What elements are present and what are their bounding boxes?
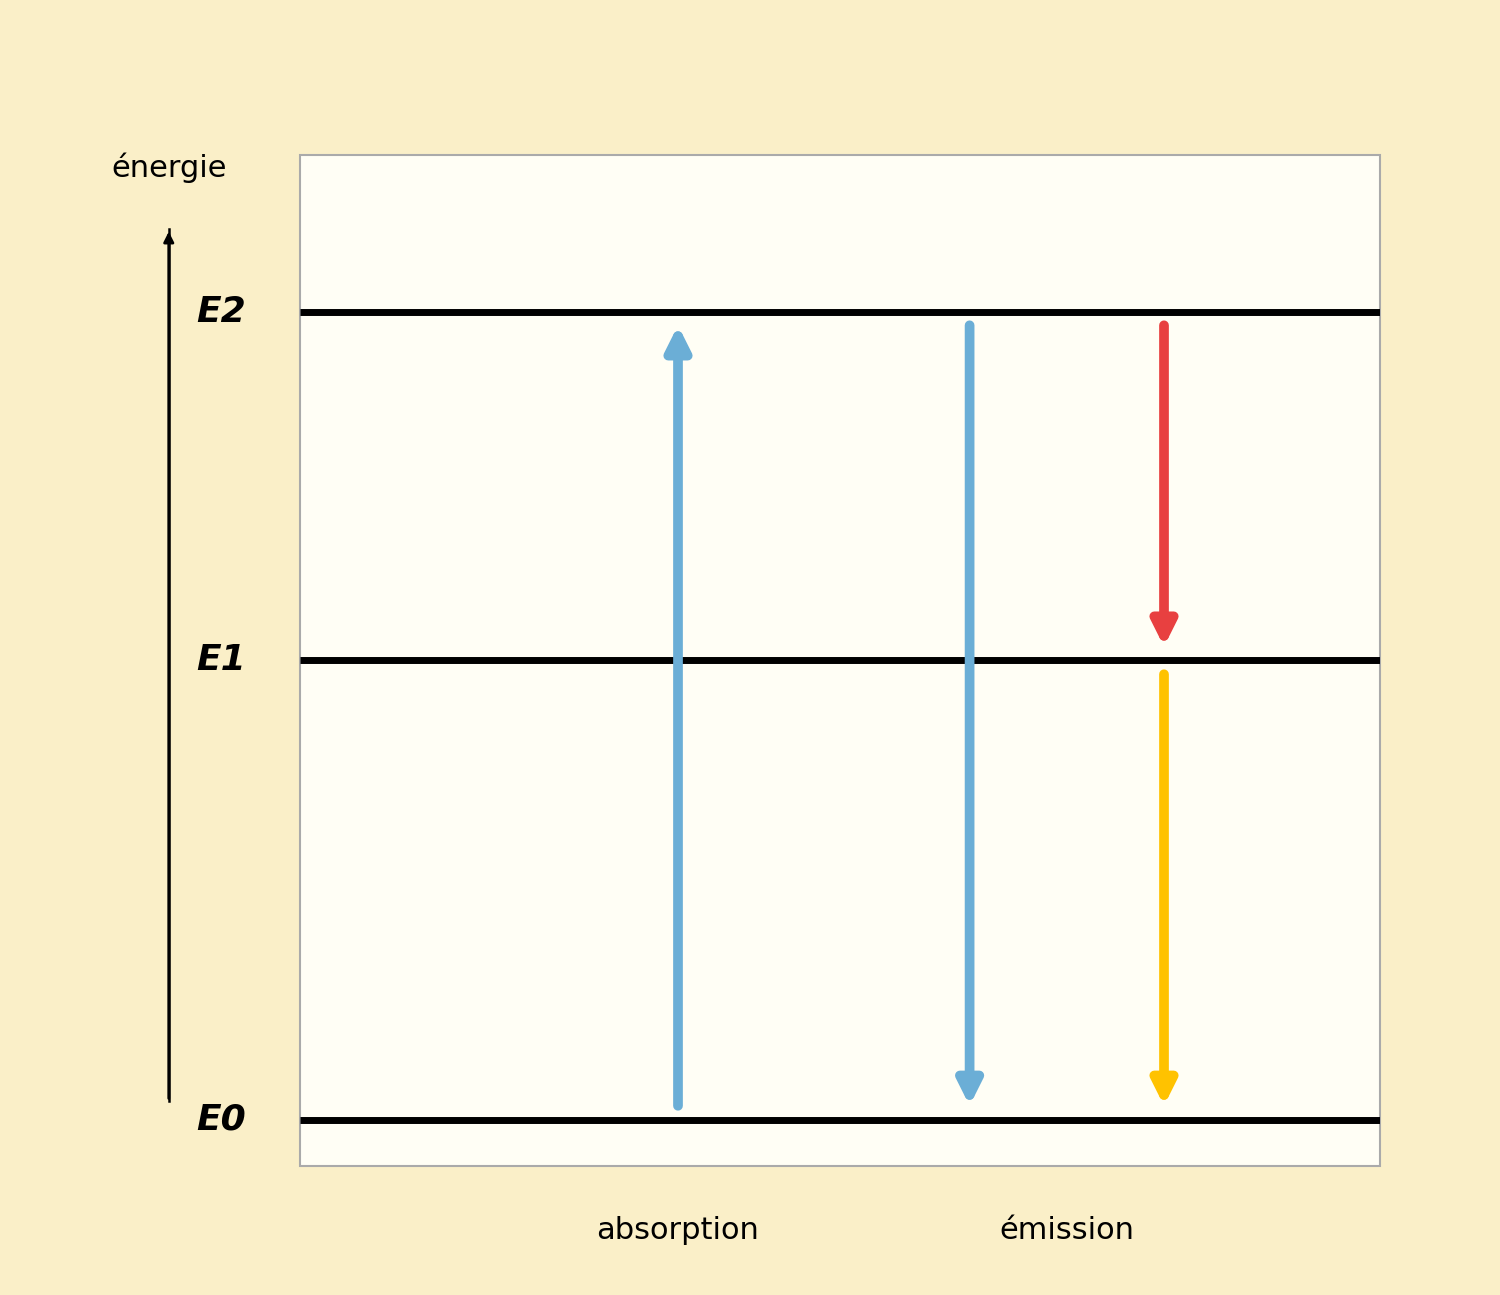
- Text: émission: émission: [999, 1216, 1134, 1244]
- Text: E0: E0: [196, 1102, 246, 1137]
- Text: E1: E1: [196, 644, 246, 677]
- Text: énergie: énergie: [111, 153, 226, 183]
- Text: E2: E2: [196, 294, 246, 329]
- Text: absorption: absorption: [597, 1216, 759, 1244]
